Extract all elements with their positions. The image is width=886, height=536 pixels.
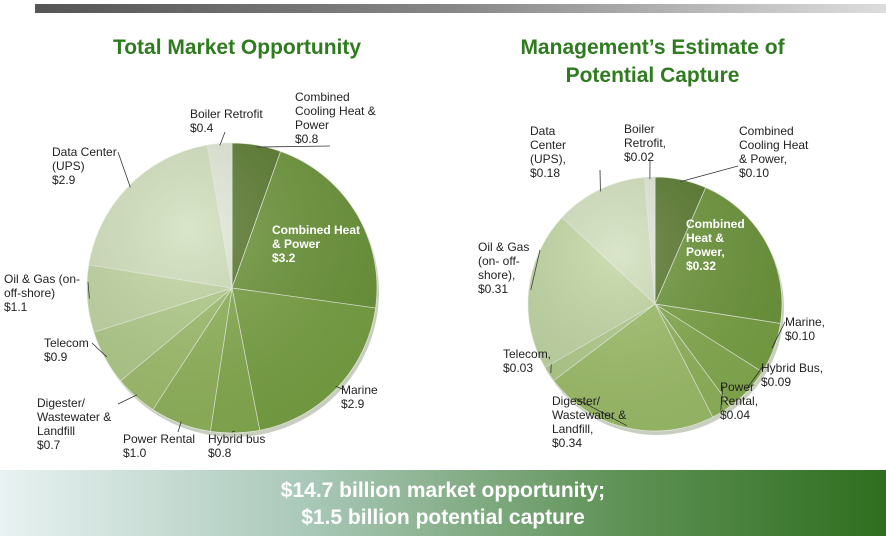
slice-label: Oil & Gas (on- off- shore), $0.31 [478, 240, 540, 296]
slice-label: Combined Cooling Heat & Power $0.8 [295, 90, 390, 146]
slice-label: Digester/ Wastewater & Landfill, $0.34 [552, 394, 627, 450]
leader-line [256, 145, 331, 148]
banner-line: $1.5 billion potential capture [301, 506, 585, 529]
slice-value: $1.0 [123, 446, 147, 460]
slice-label: Combined Cooling Heat & Power, $0.10 [739, 124, 809, 180]
slice-label: Power Rental $1.0 [123, 432, 203, 460]
slice-category: Combined Heat & Power [272, 223, 361, 251]
slice-value: $0.02 [624, 150, 655, 164]
top-bar [35, 4, 886, 13]
slice-label: Data Center (UPS), $0.18 [530, 124, 590, 180]
slice-category: Oil & Gas (on- off- shore), [478, 240, 530, 282]
slice-label: Combined Heat & Power $3.2 [272, 223, 362, 265]
slice-value: $0.32 [686, 259, 717, 273]
slice-category: Telecom, [503, 347, 552, 361]
slice-value: $0.4 [190, 121, 214, 135]
chart-title: Total Market Opportunity [112, 36, 362, 59]
slice-value: $0.34 [552, 436, 583, 450]
slice-label: Digester/ Wastewater & Landfill $0.7 [37, 396, 115, 452]
slice-label: Data Center (UPS) $2.9 [52, 145, 127, 187]
slice-value: $0.10 [739, 166, 770, 180]
slice-category: Power Rental [123, 432, 196, 446]
slice-value: $0.8 [208, 446, 232, 460]
slice-category: Boiler Retrofit [190, 107, 263, 121]
slice-category: Combined Heat & Power, [686, 217, 745, 259]
slice-category: Marine, [785, 315, 826, 329]
slice-value: $0.9 [44, 350, 68, 364]
slice-value: $0.10 [785, 329, 816, 343]
slice-label: Boiler Retrofit $0.4 [190, 107, 270, 135]
slice-label: Telecom, $0.03 [503, 347, 563, 375]
slice-label: Marine $2.9 [341, 383, 401, 411]
slice-category: Boiler Retrofit, [624, 122, 667, 150]
slice-label: Combined Heat & Power, $0.32 [686, 217, 761, 273]
banner-line: $14.7 billion market opportunity; [280, 479, 606, 502]
slice-value: $2.9 [52, 173, 76, 187]
slice-value: $0.18 [530, 166, 561, 180]
slice-category: Digester/ Wastewater & Landfill, [552, 394, 627, 436]
slice-value: $3.2 [272, 251, 296, 265]
slice-label: Boiler Retrofit, $0.02 [624, 122, 684, 164]
leader-line [680, 165, 739, 183]
chart-title: Management’s Estimate of Potential Captu… [520, 36, 785, 87]
slice-value: $0.8 [295, 132, 319, 146]
slice-value: $2.9 [341, 397, 365, 411]
slice-value: $0.04 [720, 408, 751, 422]
slice-category: Telecom [44, 336, 89, 350]
slice-label: Hybrid bus $0.8 [208, 432, 278, 460]
slice-label: Power Rental, $0.04 [720, 380, 770, 422]
slice-label: Oil & Gas (on- off-shore) $1.1 [4, 272, 94, 314]
slice-category: Combined Cooling Heat & Power [295, 90, 376, 132]
slice-category: Combined Cooling Heat & Power, [739, 124, 809, 166]
slice-label: Telecom $0.9 [44, 336, 104, 364]
slice-category: Power Rental, [720, 380, 759, 408]
slice-value: $0.7 [37, 438, 61, 452]
slice-value: $0.31 [478, 282, 509, 296]
slice-value: $0.03 [503, 361, 534, 375]
slice-value: $1.1 [4, 300, 28, 314]
slice-label: Hybrid Bus, $0.09 [761, 361, 831, 389]
slice-category: Hybrid bus [208, 432, 266, 446]
slice-category: Data Center (UPS), [530, 124, 567, 166]
slice-category: Digester/ Wastewater & Landfill [37, 396, 112, 438]
slice-category: Data Center (UPS) [52, 145, 117, 173]
slice-category: Hybrid Bus, [761, 361, 824, 375]
slice-category: Marine [341, 383, 378, 397]
banner: $14.7 billion market opportunity; $1.5 b… [0, 470, 886, 536]
slice-label: Marine, $0.10 [785, 315, 845, 343]
slice-value: $0.09 [761, 375, 792, 389]
leader-line [117, 394, 138, 405]
slice-category: Oil & Gas (on- off-shore) [4, 272, 81, 300]
